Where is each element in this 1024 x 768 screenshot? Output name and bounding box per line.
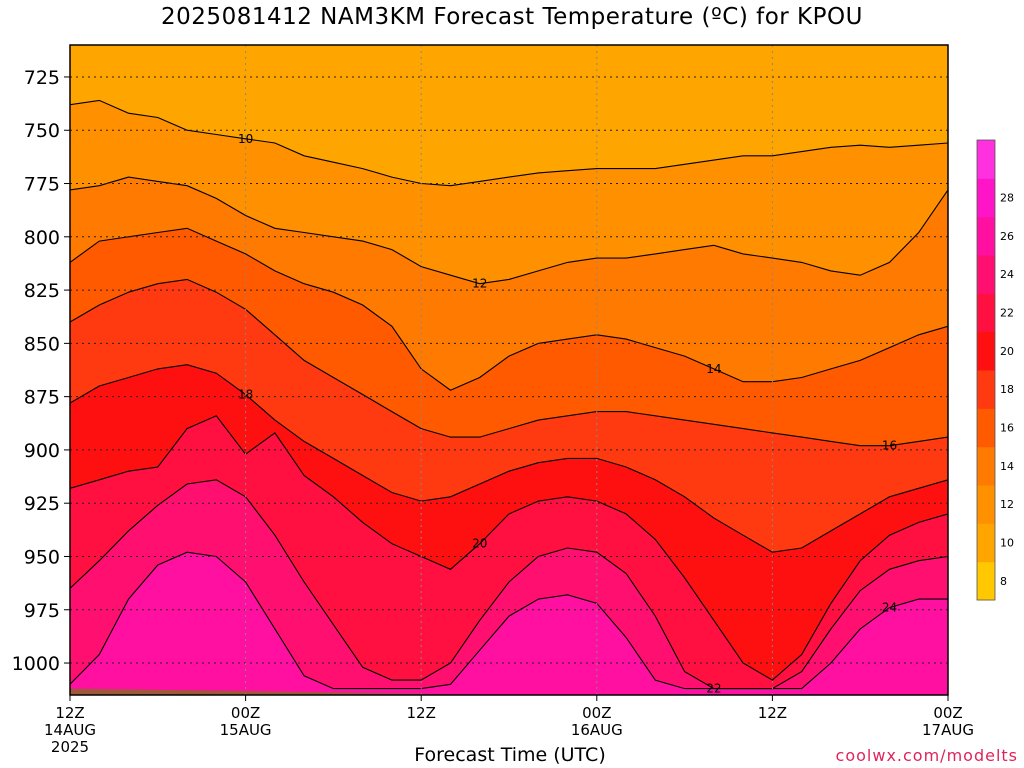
- credit-text: coolwx.com/modelts: [835, 746, 1018, 765]
- colorbar-segment-2: [977, 485, 995, 524]
- band-fill-22: [70, 479, 948, 695]
- isotherm-label-20: 20: [472, 537, 487, 551]
- isotherm-18: [70, 364, 948, 553]
- x-tick-label-60: 00Z: [933, 704, 962, 722]
- isotherm-label-12: 12: [472, 277, 487, 291]
- y-tick-label-950: 950: [24, 546, 60, 568]
- colorbar-segment-11: [977, 140, 995, 179]
- grid-layer: [69, 45, 949, 695]
- x-tick-label-24: 12Z: [407, 704, 436, 722]
- colorbar-segment-8: [977, 255, 995, 294]
- x-tick-date-12: 15AUG: [220, 721, 272, 739]
- colorbar-label-24: 24: [1000, 268, 1014, 281]
- temperature-fill-layer: [70, 45, 948, 695]
- x-axis-title: Forecast Time (UTC): [414, 744, 606, 766]
- x-tick-label-12: 00Z: [231, 704, 260, 722]
- y-tick-label-1000: 1000: [12, 653, 60, 675]
- colorbar-label-20: 20: [1000, 345, 1014, 358]
- isotherm-24: [70, 551, 948, 690]
- chart-title: 2025081412 NAM3KM Forecast Temperature (…: [161, 4, 863, 30]
- isotherm-16: [70, 278, 948, 447]
- x-tick-date-36: 16AUG: [571, 721, 623, 739]
- colorbar: 8 10 12 14 16 18 20 22 24 26 28: [976, 139, 1014, 601]
- colorbar-label-18: 18: [1000, 383, 1014, 396]
- isotherm-label-14: 14: [706, 362, 721, 376]
- colorbar-label-8: 8: [1000, 575, 1007, 588]
- x-tick-year-0: 2025: [51, 738, 89, 756]
- colorbar-label-26: 26: [1000, 230, 1014, 243]
- colorbar-segment-9: [977, 216, 995, 256]
- colorbar-segment-1: [977, 523, 995, 563]
- y-tick-label-725: 725: [24, 67, 60, 89]
- colorbar-label-10: 10: [1000, 537, 1014, 550]
- isotherm-label-16: 16: [882, 439, 897, 453]
- colorbar-segment-5: [977, 370, 995, 409]
- colorbar-segment-7: [977, 293, 995, 333]
- isotherm-20: [70, 415, 948, 681]
- isotherm-22: [70, 479, 948, 690]
- x-tick-label-0: 12Z: [55, 704, 84, 722]
- plot-frame: [69, 44, 949, 696]
- colorbar-segment-4: [977, 408, 995, 448]
- colorbar-segment-6: [977, 331, 995, 371]
- colorbar-label-12: 12: [1000, 498, 1014, 511]
- isotherm-label-24: 24: [882, 601, 897, 615]
- y-tick-label-800: 800: [24, 227, 60, 249]
- colorbar-segment-0: [977, 561, 995, 601]
- y-tick-label-850: 850: [24, 333, 60, 355]
- colorbar-label-22: 22: [1000, 307, 1014, 320]
- band-fill-24: [70, 552, 948, 695]
- x-tick-label-48: 12Z: [758, 704, 787, 722]
- y-tick-label-775: 775: [24, 174, 60, 196]
- x-tick-label-36: 00Z: [582, 704, 611, 722]
- isotherm-12: [70, 176, 948, 285]
- colorbar-label-28: 28: [1000, 192, 1014, 205]
- x-tick-date-60: 17AUG: [922, 721, 974, 739]
- colorbar-segment-10: [977, 178, 995, 218]
- y-tick-label-750: 750: [24, 120, 60, 142]
- y-tick-label-825: 825: [24, 280, 60, 302]
- terrain-fill: [70, 688, 509, 695]
- y-tick-label-875: 875: [24, 387, 60, 409]
- y-tick-label-900: 900: [24, 440, 60, 462]
- colorbar-frame: [976, 139, 996, 601]
- y-axis: 725 750 775 800 825 850 875 900 925 950 975 1000: [12, 67, 70, 675]
- x-tick-date-0: 14AUG: [44, 721, 96, 739]
- terrain-layer: [70, 688, 509, 695]
- isotherm-10: [70, 99, 948, 187]
- colorbar-segment-3: [977, 446, 995, 486]
- y-tick-label-925: 925: [24, 493, 60, 515]
- y-tick-label-975: 975: [24, 600, 60, 622]
- colorbar-label-14: 14: [1000, 460, 1014, 473]
- isotherm-label-10: 10: [238, 132, 253, 146]
- isotherm-14: [70, 227, 948, 391]
- colorbar-label-16: 16: [1000, 422, 1014, 435]
